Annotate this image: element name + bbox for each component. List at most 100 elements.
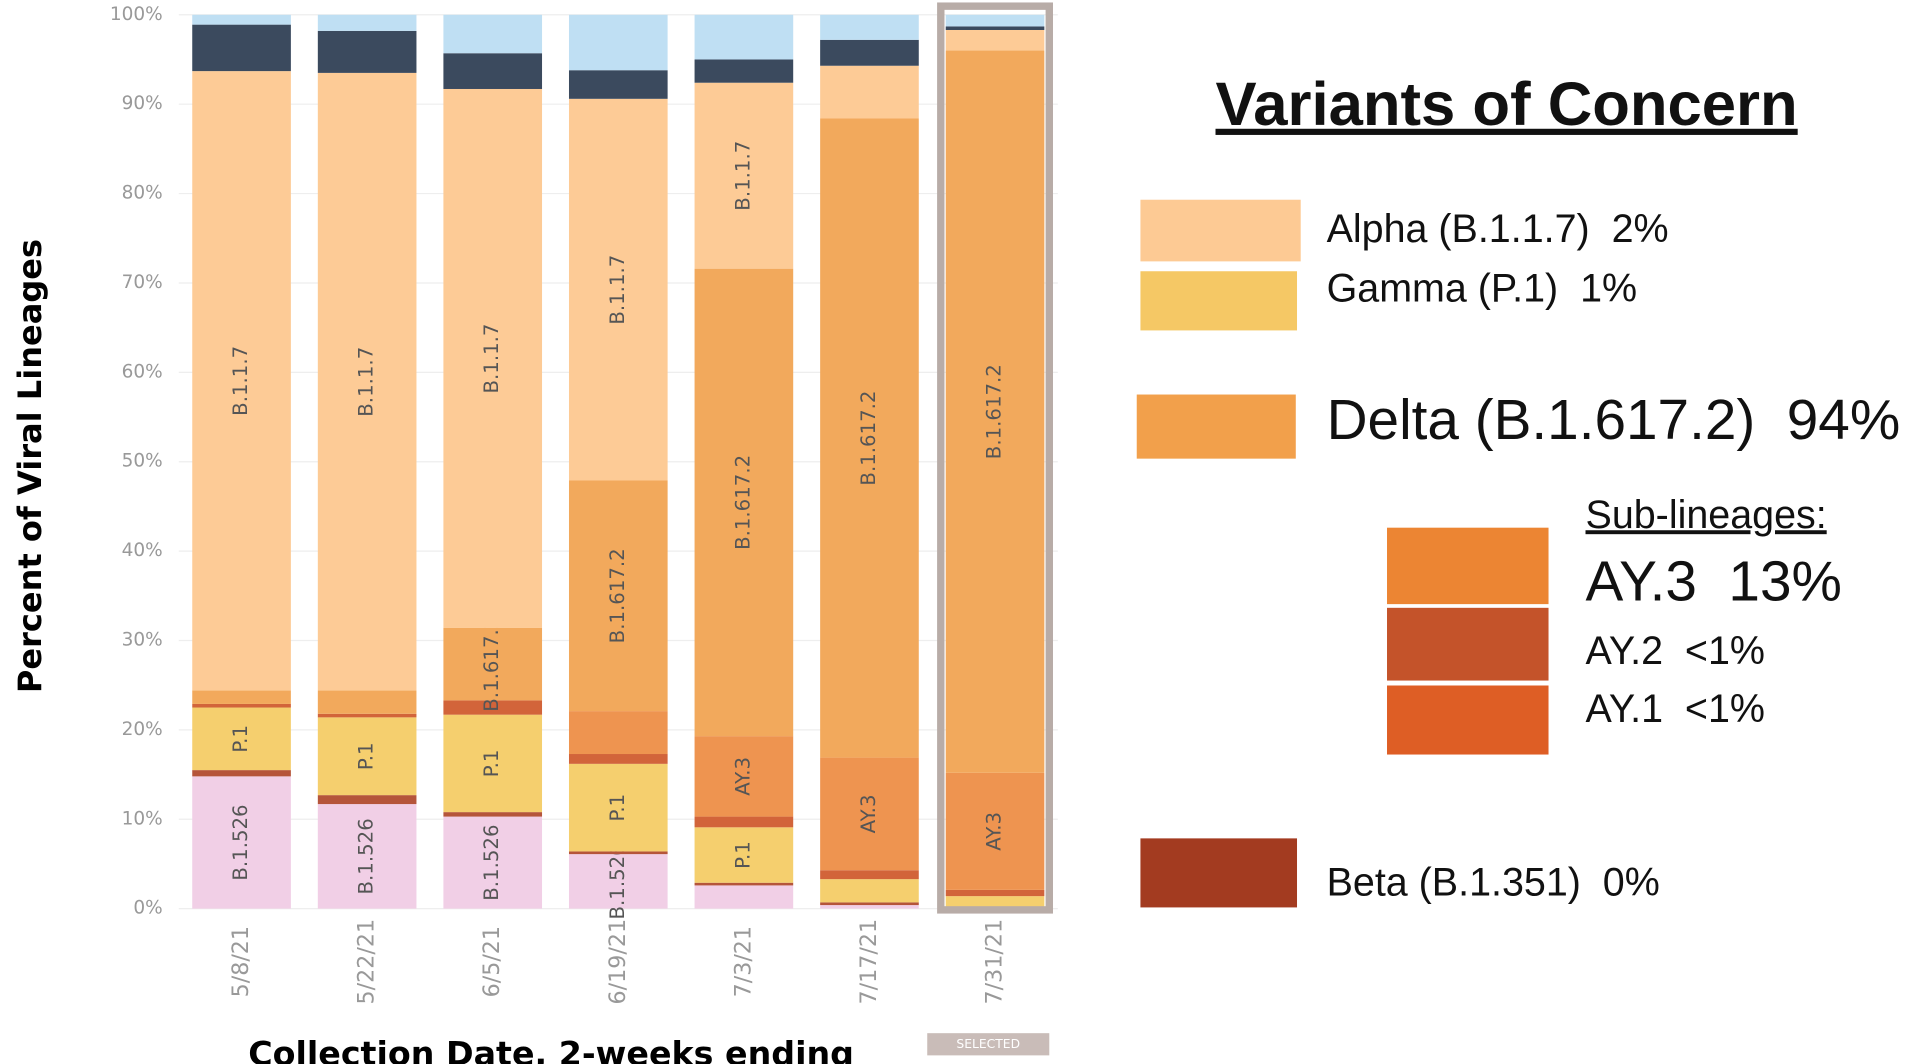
bar-segment: [945, 14, 1045, 27]
bar-segment: [820, 14, 919, 40]
swatch: [1387, 685, 1549, 755]
sub-heading: Sub-lineages:: [1586, 493, 1827, 537]
x-tick-label: 6/5/21: [479, 926, 505, 997]
bar-segment: [820, 870, 919, 880]
segment-label: B.1.617.2: [731, 455, 754, 550]
y-tick-label: 50%: [122, 451, 163, 472]
segment-label: AY.3: [731, 757, 754, 796]
y-tick-label: 70%: [122, 272, 163, 293]
segment-label: B.1.617.2: [606, 548, 629, 643]
bar-segment: [694, 14, 794, 60]
bar-segment: [820, 757, 919, 871]
bar-segment: [192, 24, 291, 72]
bar-segment: [945, 896, 1045, 907]
bar-segment: [443, 88, 543, 628]
y-axis-label: Percent of Viral Lineages: [11, 239, 49, 693]
segment-label: B.1.526: [606, 843, 629, 919]
bar-segment: [568, 763, 668, 852]
swatch: [1140, 199, 1301, 262]
x-tick-label: 7/17/21: [856, 919, 882, 1005]
swatch: [1136, 394, 1296, 459]
segment-label: B.1.1.7: [606, 255, 629, 325]
bar-segment: [317, 30, 417, 73]
segment-label: B.1.1.7: [731, 141, 754, 211]
segment-label: P.1: [731, 841, 754, 869]
bar-segment: [443, 53, 543, 89]
bar-segment: [945, 26, 1045, 30]
x-axis-label: Collection Date, 2-weeks ending: [248, 1034, 854, 1064]
bar-segment: [820, 118, 919, 758]
bar-segment: [945, 889, 1045, 897]
segment-label: P.1: [355, 742, 378, 770]
swatch: [1387, 527, 1549, 605]
bar-segment: [317, 713, 417, 718]
legend-label: AY.3 13%: [1586, 551, 1842, 614]
bar-segment: [568, 70, 668, 99]
legend-label: Beta (B.1.351) 0%: [1327, 861, 1660, 905]
swatch: [1140, 271, 1298, 331]
bar-segment: [317, 72, 417, 691]
bar-segment: [694, 736, 794, 817]
segment-label: B.1.526: [355, 818, 378, 894]
bar-segment: [443, 812, 543, 817]
bar-segment: [694, 885, 794, 909]
bar-segment: [192, 703, 291, 708]
bar-segment: [945, 772, 1045, 890]
bar-segment: [192, 14, 291, 25]
bar-segment: [317, 14, 417, 31]
bar-segment: [945, 50, 1045, 773]
swatch: [1140, 838, 1298, 908]
y-tick-label: 30%: [122, 629, 163, 650]
bar-segment: [443, 816, 543, 909]
x-tick-label: 6/19/21: [605, 919, 631, 1005]
bar-segment: [568, 851, 668, 855]
bar-segment: [317, 795, 417, 805]
bar-segment: [317, 717, 417, 796]
segment-label: P.1: [606, 794, 629, 822]
bar-segment: [568, 854, 668, 909]
selected-outline: [937, 2, 1053, 914]
bar-segment: [317, 690, 417, 714]
bar-segment: [192, 71, 291, 691]
bar-segment: [568, 754, 668, 764]
bar-segment: [192, 707, 291, 771]
x-tick-label: 7/3/21: [730, 926, 756, 997]
bar-segment: [443, 627, 543, 701]
segment-label: B.1.1.7: [480, 323, 503, 393]
y-tick-label: 40%: [122, 540, 163, 561]
bar-segment: [192, 776, 291, 909]
bar-segment: [443, 700, 543, 715]
segment-label: B.1.1.7: [229, 346, 252, 416]
segment-label: AY.3: [983, 812, 1006, 851]
bar-segment: [820, 879, 919, 903]
segment-label: B.1.526: [229, 804, 252, 880]
bar-segment: [820, 39, 919, 66]
x-tick-label: 7/31/21: [982, 919, 1008, 1005]
bar-segment: [317, 804, 417, 909]
selected-label: SELECTED: [956, 1037, 1020, 1051]
segment-label: B.1.617.2: [983, 364, 1006, 459]
bar-segment: [694, 816, 794, 828]
legend-label: AY.1 <1%: [1586, 687, 1765, 731]
segment-label: P.1: [480, 750, 503, 778]
bar-segment: [694, 882, 794, 886]
bar-segment: [694, 268, 794, 737]
bar-segment: [945, 29, 1045, 51]
segment-label: P.1: [229, 725, 252, 753]
bar-segment: [568, 711, 668, 755]
bar-segment: [820, 905, 919, 909]
bar-segment: [443, 714, 543, 813]
legend-label: Gamma (P.1) 1%: [1327, 266, 1637, 310]
bar-segment: [694, 82, 794, 269]
y-tick-label: 0%: [133, 898, 162, 919]
bar-segment: [820, 65, 919, 119]
segment-label: B.1.1.7: [355, 347, 378, 417]
legend-label: Delta (B.1.617.2) 94%: [1327, 389, 1901, 452]
selected-badge: [927, 1033, 1050, 1056]
x-tick-label: 5/8/21: [228, 926, 254, 997]
bar-segment: [568, 480, 668, 712]
legend-label: AY.2 <1%: [1586, 629, 1765, 673]
y-tick-label: 60%: [122, 361, 163, 382]
y-tick-label: 100%: [110, 4, 163, 25]
segment-label: B.1.526: [480, 824, 503, 900]
